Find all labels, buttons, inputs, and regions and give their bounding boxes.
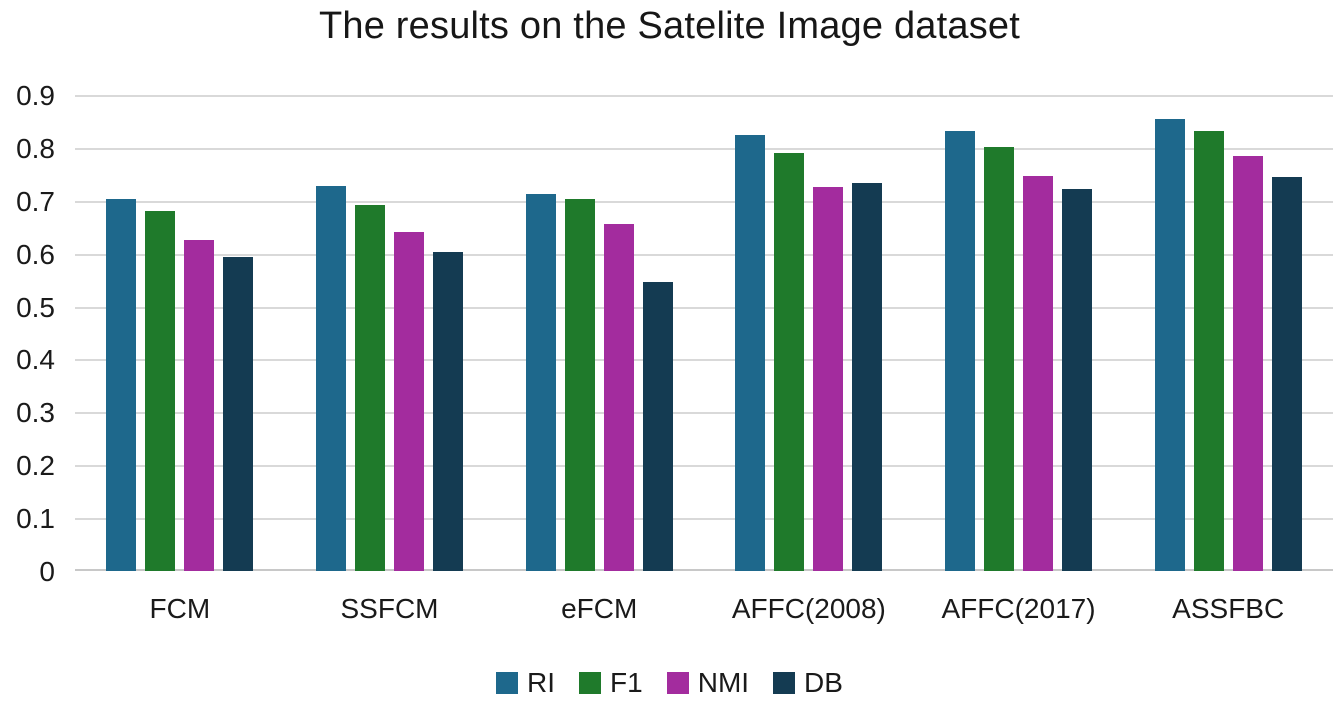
y-axis-tick-labels: 0.9 0.8 0.7 0.6 0.5 0.4 0.3 0.2 0.1 0 [0, 80, 55, 587]
gridline [75, 518, 1333, 521]
legend-swatch-icon [496, 672, 519, 694]
y-tick-label: 0.4 [16, 344, 55, 376]
gridline [75, 306, 1333, 309]
gridline [75, 465, 1333, 468]
legend-label: DB [804, 667, 843, 698]
gridline [75, 253, 1333, 256]
bar-f1-affc-2017- [984, 146, 1015, 571]
bar-ri-efcm [525, 193, 556, 571]
bar-ri-fcm [106, 199, 137, 571]
legend-item-ri: RI [496, 668, 555, 698]
legend-label: F1 [610, 667, 643, 698]
x-axis-label: ASSFBC [1172, 593, 1285, 624]
legend-label: NMI [697, 667, 750, 698]
bar-group-assfbc [1123, 95, 1333, 571]
gridline [75, 95, 1333, 97]
plot-area [75, 95, 1333, 571]
y-tick-label: 0.6 [16, 238, 55, 270]
bar-ri-ssfcm [316, 186, 346, 571]
x-axis-baseline [75, 569, 1333, 571]
bar-ri-affc-2017- [945, 131, 976, 571]
bar-groups [75, 95, 1333, 571]
bar-f1-ssfcm [355, 204, 385, 571]
bar-group-affc-2017- [914, 95, 1124, 571]
bar-nmi-ssfcm [394, 232, 424, 571]
bar-nmi-fcm [184, 239, 215, 571]
legend-label: RI [527, 667, 556, 698]
legend-item-db: DB [773, 668, 843, 698]
y-tick-label: 0.8 [16, 132, 55, 164]
y-tick-label: 0.5 [16, 291, 55, 323]
y-tick-label: 0.2 [16, 450, 55, 482]
bar-f1-affc-2008- [774, 152, 805, 571]
bar-db-affc-2017- [1062, 189, 1093, 571]
chart-title: The results on the Satelite Image datase… [318, 5, 1021, 47]
bar-f1-assfbc [1193, 131, 1224, 571]
y-tick-label: 0.1 [16, 503, 55, 535]
legend-item-f1: F1 [579, 668, 643, 698]
x-axis-label: eFCM [561, 593, 638, 624]
y-tick-label: 0.9 [16, 80, 55, 111]
legend-swatch-icon [773, 672, 796, 694]
bar-nmi-assfbc [1232, 156, 1263, 571]
bar-db-fcm [223, 257, 254, 571]
bar-group-affc-2008- [704, 95, 914, 571]
y-tick-label: 0 [39, 556, 55, 587]
x-axis-label: AFFC(2017) [941, 593, 1096, 624]
bar-group-fcm [75, 95, 285, 571]
x-axis-label: SSFCM [340, 593, 439, 624]
gridline [75, 359, 1333, 362]
bar-group-ssfcm [285, 95, 495, 571]
x-axis-label: AFFC(2008) [731, 593, 886, 624]
legend: RI F1 NMI DB [0, 668, 1339, 698]
y-tick-label: 0.3 [16, 397, 55, 429]
bar-db-assfbc [1271, 177, 1302, 571]
bar-ri-affc-2008- [735, 135, 766, 571]
x-axis-category-labels: FCM SSFCM eFCM AFFC(2008) AFFC(2017) ASSFBC [75, 592, 1333, 626]
bar-nmi-affc-2017- [1023, 175, 1054, 571]
bar-group-efcm [494, 95, 704, 571]
bar-nmi-efcm [603, 223, 634, 571]
bar-f1-fcm [145, 211, 176, 571]
legend-swatch-icon [579, 672, 602, 694]
bar-ri-assfbc [1154, 118, 1185, 571]
gridline [75, 412, 1333, 415]
x-axis-label: FCM [149, 593, 211, 624]
gridline [75, 147, 1333, 150]
gridline [75, 200, 1333, 203]
bar-db-ssfcm [433, 251, 463, 571]
bar-nmi-affc-2008- [813, 187, 844, 571]
y-tick-label: 0.7 [16, 185, 55, 217]
bar-db-efcm [642, 281, 673, 571]
bar-f1-efcm [564, 199, 595, 571]
legend-swatch-icon [666, 672, 689, 694]
legend-item-nmi: NMI [666, 667, 750, 698]
bar-db-affc-2008- [852, 182, 883, 571]
